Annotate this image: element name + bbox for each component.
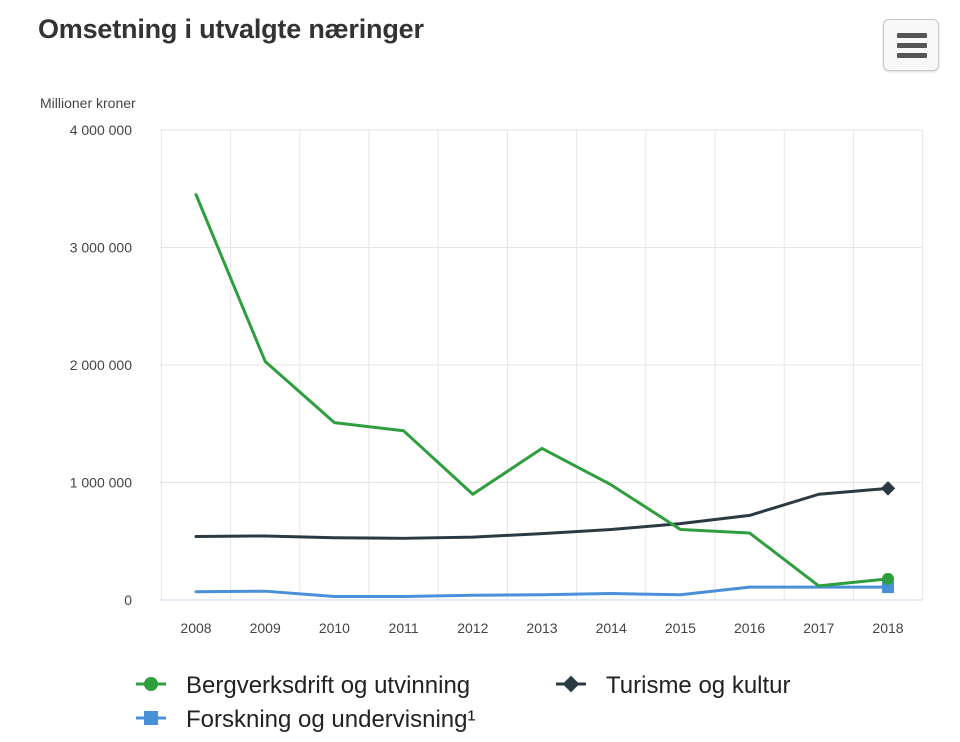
x-tick-label: 2016 — [734, 620, 765, 636]
chart-title: Omsetning i utvalgte næringer — [38, 14, 424, 44]
series-line — [194, 193, 890, 588]
legend-marker-symbol — [144, 677, 158, 691]
hamburger-menu-icon-bar — [897, 53, 927, 58]
chart-menu-button[interactable] — [883, 19, 939, 71]
y-tick-label: 3 000 000 — [70, 240, 132, 256]
series-line — [194, 585, 890, 598]
legend-item[interactable]: Forskning og undervisning¹ — [136, 706, 476, 733]
legend-label: Forskning og undervisning¹ — [186, 706, 476, 733]
grid-lines — [160, 129, 924, 601]
x-tick-label: 2018 — [872, 620, 903, 636]
series-lines — [194, 193, 896, 598]
series-line — [194, 486, 890, 540]
series-end-point — [882, 581, 894, 594]
y-tick-label: 2 000 000 — [70, 357, 132, 373]
x-tick-label: 2010 — [319, 620, 350, 636]
series-end-point — [882, 572, 894, 585]
x-tick-label: 2012 — [457, 620, 488, 636]
y-tick-label: 0 — [124, 592, 132, 608]
series-end-point — [880, 481, 896, 496]
x-tick-label: 2008 — [180, 620, 211, 636]
legend-item[interactable]: Turisme og kultur — [556, 672, 791, 699]
y-tick-label: 1 000 000 — [70, 475, 132, 491]
hamburger-menu-icon-bar — [897, 43, 927, 48]
y-tick-label: 4 000 000 — [70, 122, 132, 138]
legend: Bergverksdrift og utvinning Turisme og ku… — [136, 672, 791, 733]
y-axis-unit-label: Millioner kroner — [40, 95, 136, 111]
x-tick-label: 2013 — [526, 620, 557, 636]
legend-label: Turisme og kultur — [606, 672, 791, 699]
x-tick-label: 2014 — [596, 620, 627, 636]
x-tick-label: 2015 — [665, 620, 696, 636]
legend-label: Bergverksdrift og utvinning — [186, 672, 470, 699]
x-tick-label: 2011 — [389, 620, 419, 636]
x-tick-label: 2009 — [250, 620, 281, 636]
legend-item[interactable]: Bergverksdrift og utvinning — [136, 672, 470, 699]
axis-labels: 0 1 000 000 2 000 000 3 000 000 4 000 000 200… — [70, 122, 904, 636]
legend-marker-symbol — [144, 711, 158, 725]
x-tick-label: 2017 — [803, 620, 834, 636]
hamburger-menu-icon — [897, 33, 927, 38]
legend-marker-symbol — [562, 675, 580, 693]
